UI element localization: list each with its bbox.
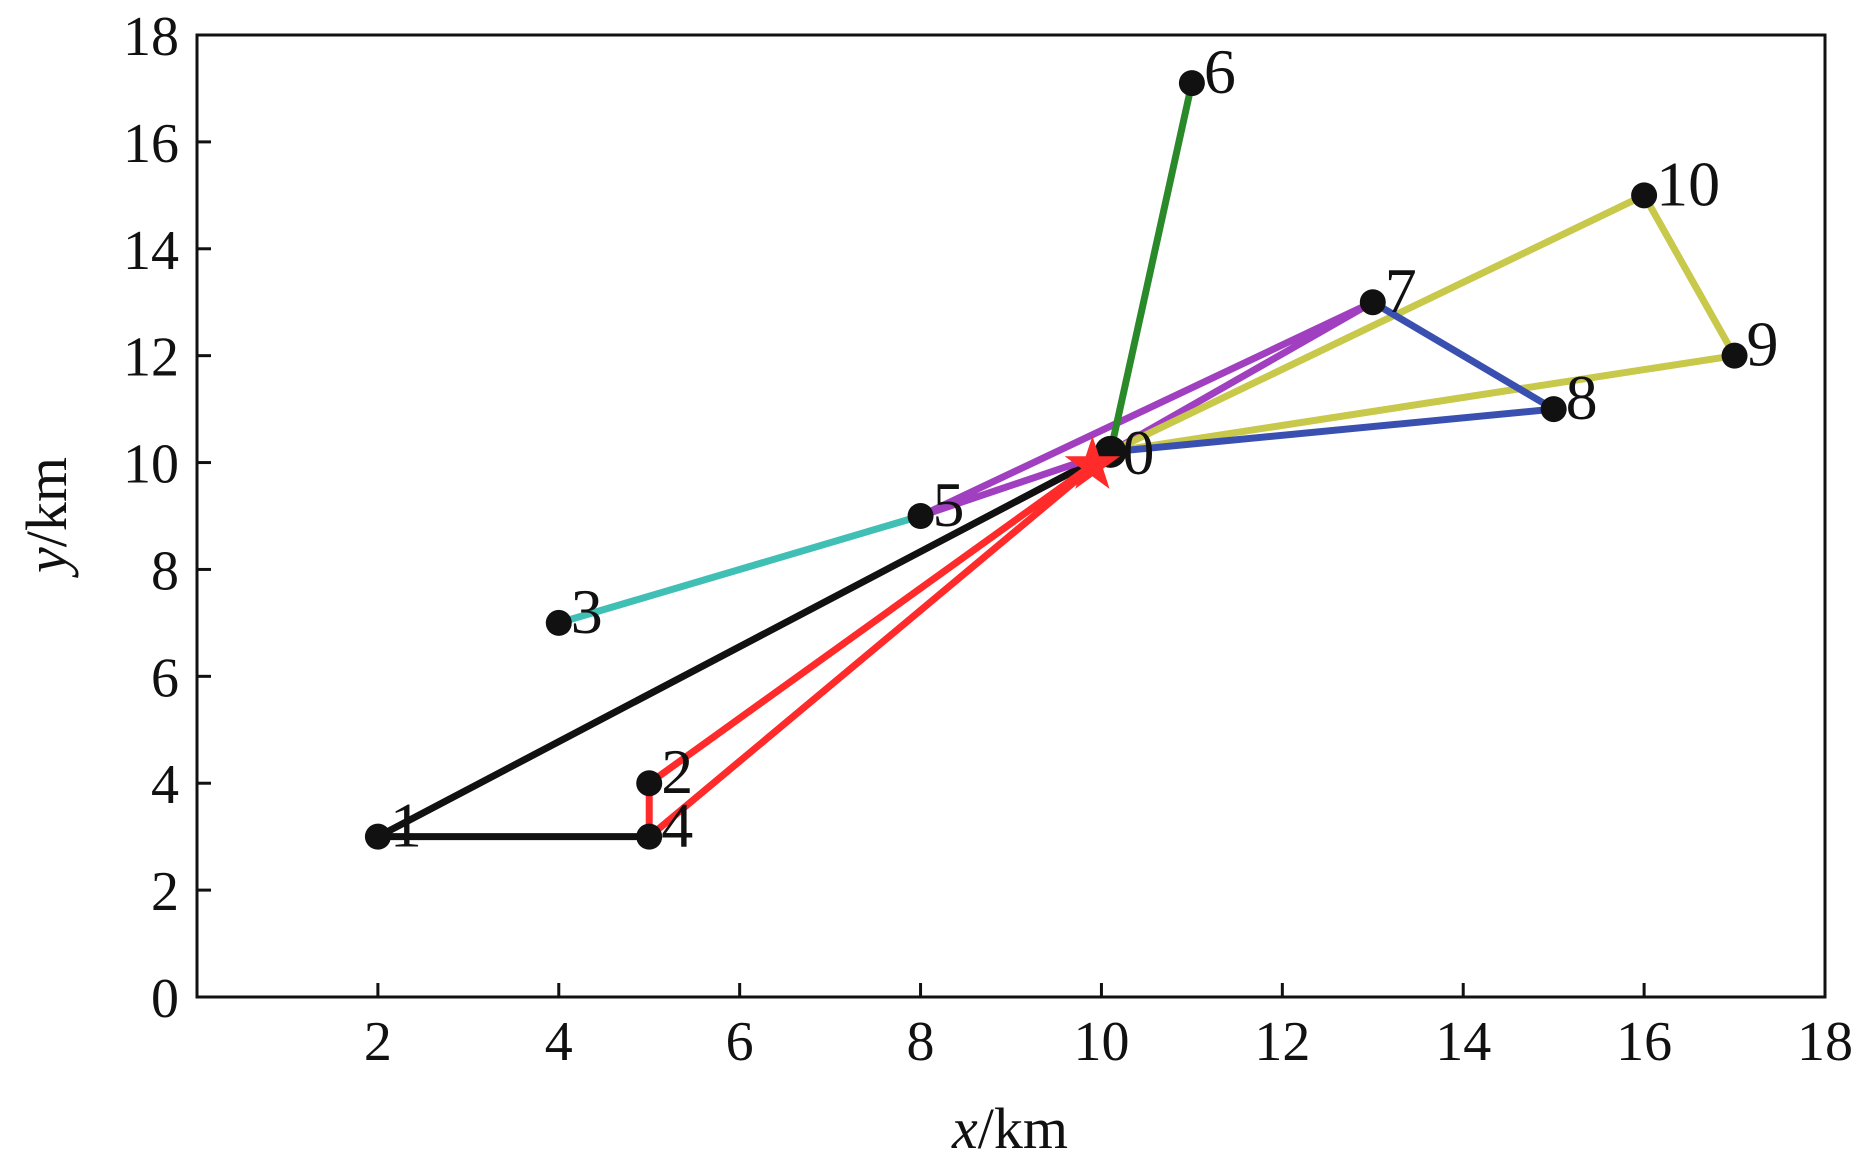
node-point-4	[636, 823, 663, 850]
x-tick-label: 10	[1073, 1011, 1129, 1073]
y-axis-label: y/km	[14, 457, 79, 578]
plot-area-frame	[195, 33, 1827, 999]
route-line-6	[1106, 191, 1739, 456]
y-tick-label: 10	[123, 434, 179, 496]
route-line-2	[645, 448, 1114, 841]
node-point-7	[1359, 289, 1386, 316]
node-label-4: 4	[661, 790, 693, 861]
node-point-2	[636, 770, 663, 797]
route-line-4	[917, 298, 1377, 520]
y-tick-label: 0	[151, 968, 179, 1030]
y-tick-label: 8	[151, 540, 179, 602]
x-tick-label: 2	[364, 1011, 392, 1073]
x-tick-label: 8	[907, 1011, 935, 1073]
y-tick-label: 2	[151, 861, 179, 923]
node-label-10: 10	[1656, 148, 1720, 219]
x-tick-label: 14	[1435, 1011, 1491, 1073]
node-label-3: 3	[571, 576, 603, 647]
node-point-6	[1178, 70, 1205, 97]
route-line-3	[555, 512, 925, 627]
y-tick-label: 14	[123, 220, 179, 282]
node-label-1: 1	[390, 790, 422, 861]
node-label-2: 2	[661, 736, 693, 807]
node-point-9	[1721, 342, 1748, 369]
x-tick-label: 4	[545, 1011, 573, 1073]
y-tick-label: 6	[151, 647, 179, 709]
x-tick-label: 12	[1254, 1011, 1310, 1073]
node-point-10	[1631, 182, 1658, 209]
route-line-1	[374, 448, 1114, 841]
node-label-9: 9	[1747, 309, 1779, 380]
x-tick-label: 18	[1797, 1011, 1853, 1073]
y-tick-label: 18	[123, 6, 179, 68]
node-point-1	[364, 823, 391, 850]
node-label-7: 7	[1385, 255, 1417, 326]
node-point-5	[907, 503, 934, 529]
node-label-5: 5	[933, 469, 965, 540]
node-point-8	[1540, 396, 1567, 423]
x-tick-label: 16	[1616, 1011, 1672, 1073]
node-point-3	[545, 609, 572, 636]
depot-star-marker	[1064, 436, 1121, 489]
x-tick-label: 6	[726, 1011, 754, 1073]
x-axis-label: x/km	[951, 1096, 1068, 1155]
y-tick-label: 4	[151, 754, 179, 816]
node-label-0: 0	[1122, 417, 1154, 488]
route-line-5	[1106, 79, 1196, 456]
y-tick-label: 12	[123, 327, 179, 389]
node-label-6: 6	[1204, 36, 1236, 107]
node-label-8: 8	[1566, 362, 1598, 433]
y-tick-label: 16	[123, 113, 179, 175]
